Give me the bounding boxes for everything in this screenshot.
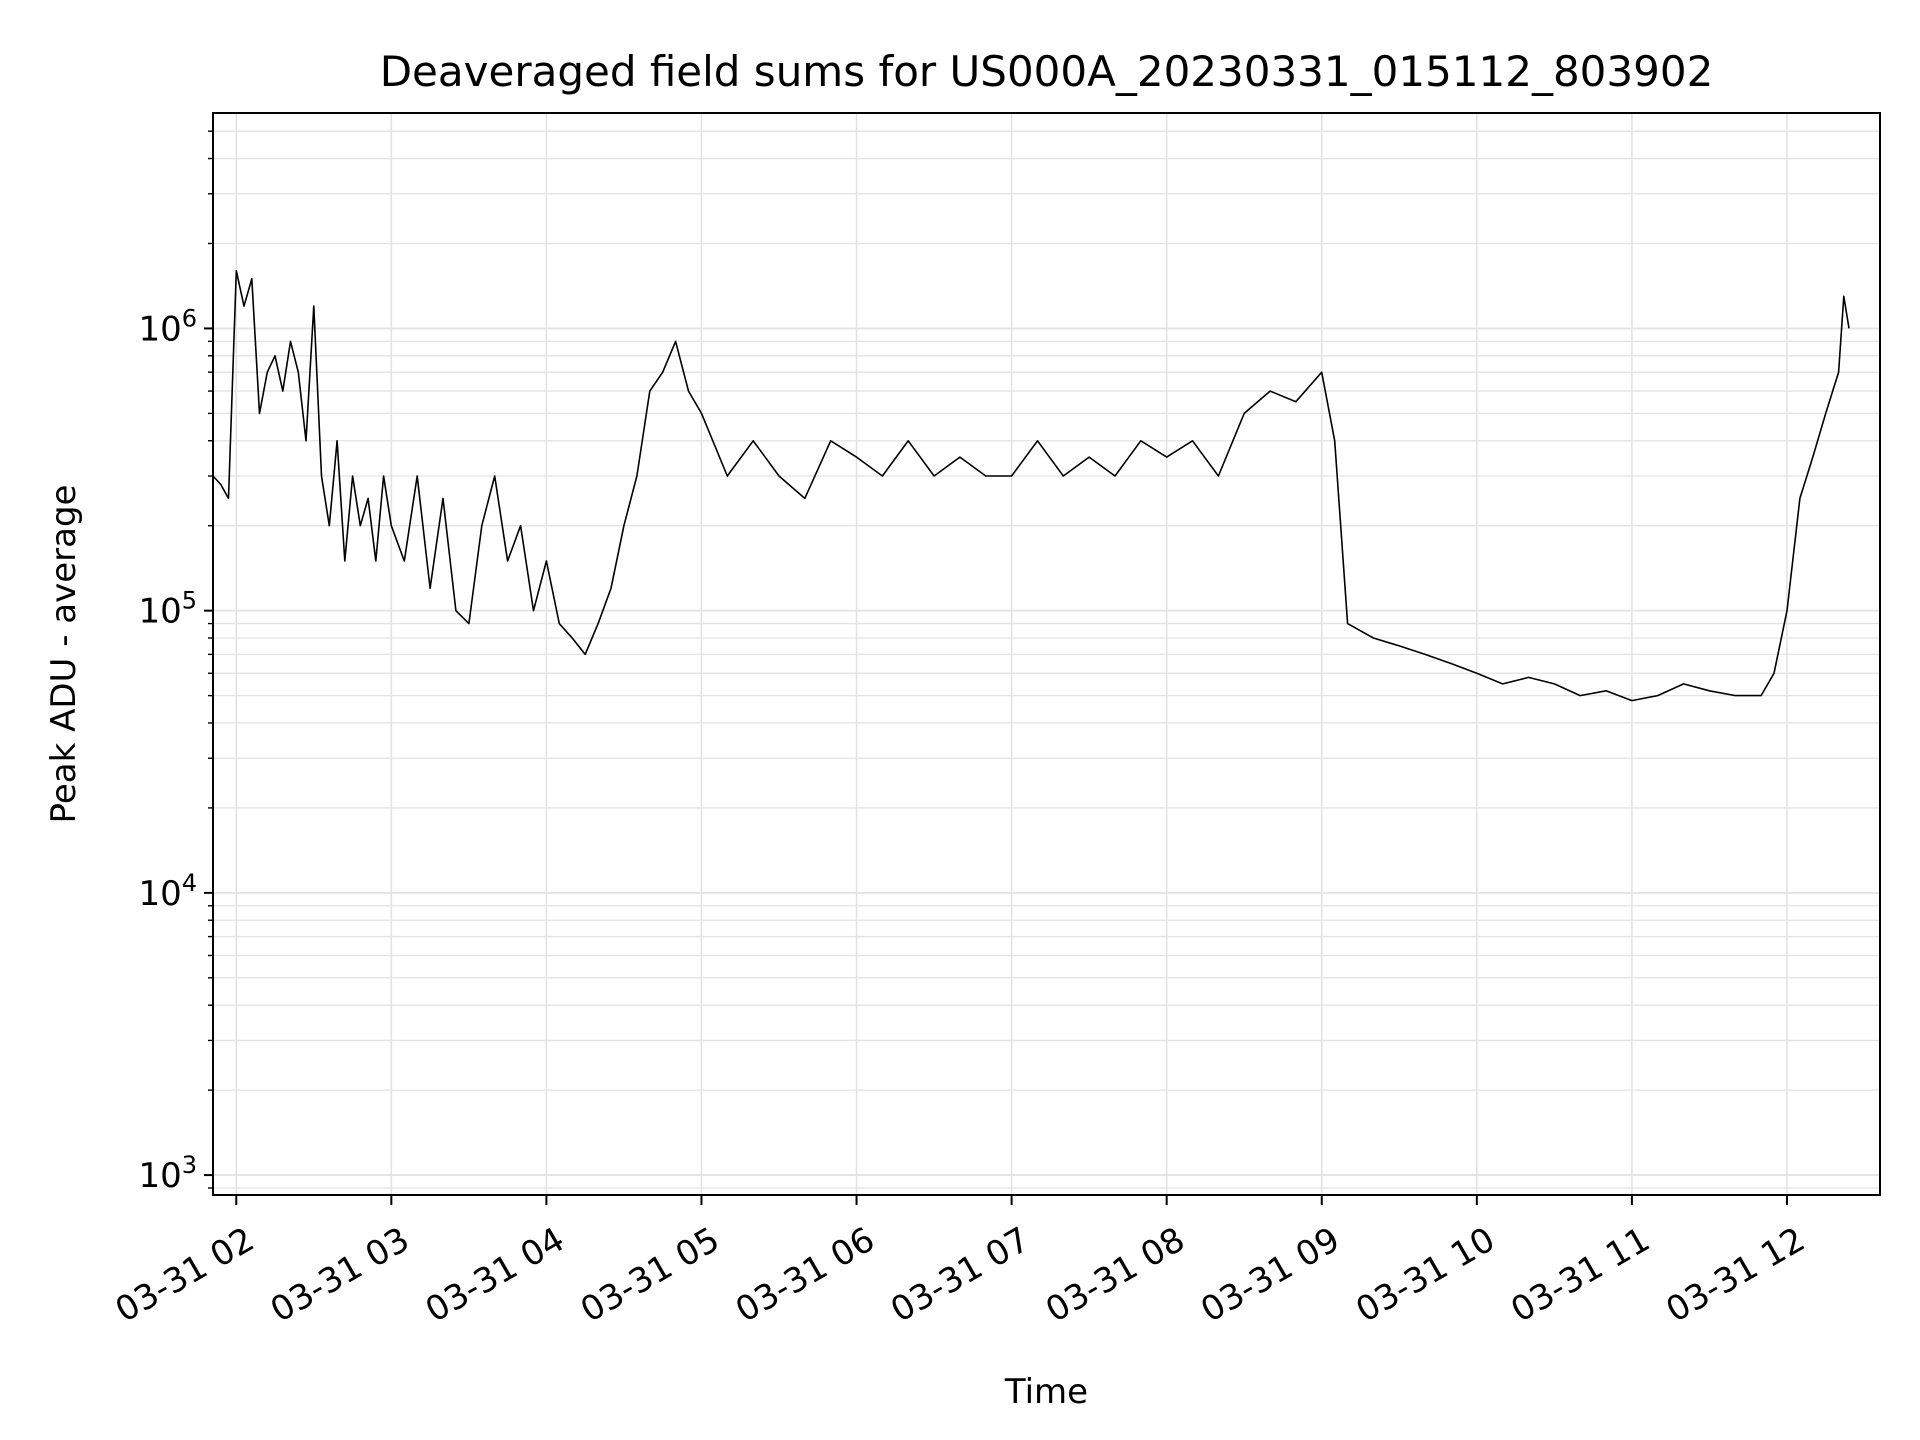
grid bbox=[213, 113, 1880, 1195]
y-axis-label: Peak ADU - average bbox=[44, 485, 84, 824]
y-tick-label: 105 bbox=[138, 587, 197, 632]
y-tick-label: 103 bbox=[138, 1151, 197, 1196]
y-tick-label: 104 bbox=[138, 869, 197, 914]
y-axis-ticks: 103 104 105 106 bbox=[138, 130, 213, 1196]
chart-title: Deaveraged field sums for US000A_2023033… bbox=[380, 47, 1714, 96]
series-layer bbox=[212, 269, 1850, 702]
x-axis-label: Time bbox=[1004, 1372, 1088, 1412]
series-line bbox=[212, 269, 1850, 702]
y-tick-label: 106 bbox=[138, 304, 197, 349]
